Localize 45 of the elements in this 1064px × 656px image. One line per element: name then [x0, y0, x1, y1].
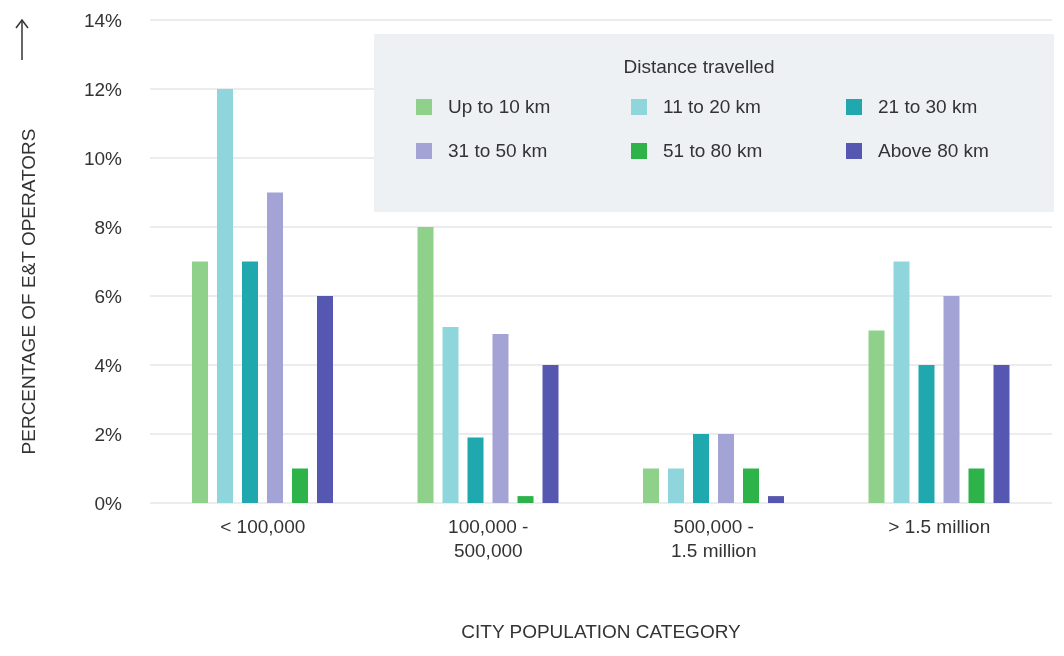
legend-title: Distance travelled [622, 56, 776, 78]
y-tick-label: 10% [83, 147, 123, 169]
legend-label: 11 to 20 km [663, 96, 761, 118]
bar [768, 496, 784, 503]
legend-label: Above 80 km [878, 140, 989, 162]
bar [918, 365, 935, 503]
x-tick-label: 100,000 - 500,000 [448, 516, 529, 561]
bar [693, 434, 709, 503]
y-tick-label: 0% [94, 492, 123, 514]
bar [718, 434, 734, 503]
legend-label: 21 to 30 km [878, 96, 978, 118]
bar [868, 330, 885, 503]
y-tick-label: 2% [94, 423, 123, 445]
bar [993, 365, 1010, 503]
x-tick-label: > 1.5 million [888, 516, 991, 537]
bar [417, 227, 434, 503]
y-tick-label: 6% [94, 285, 123, 307]
x-tick-label: 500,000 - 1.5 million [670, 516, 757, 561]
bar [292, 468, 308, 503]
x-axis-title: CITY POPULATION CATEGORY [461, 621, 742, 642]
bar [943, 296, 960, 503]
bar [743, 468, 759, 503]
y-tick-label: 8% [94, 216, 123, 238]
bar [968, 468, 985, 503]
bar [242, 261, 258, 503]
bar [442, 327, 459, 503]
legend-label: 51 to 80 km [663, 140, 763, 162]
bar [467, 437, 484, 503]
bar [517, 496, 534, 503]
y-tick-label: 4% [94, 354, 123, 376]
bar [492, 333, 509, 503]
legend-label: Up to 10 km [448, 96, 551, 118]
x-tick-label: < 100,000 [220, 516, 306, 537]
legend-label: 31 to 50 km [448, 140, 548, 162]
bar [668, 468, 684, 503]
bar [217, 89, 233, 503]
bar [542, 365, 559, 503]
y-tick-label: 14% [83, 9, 123, 31]
bar [643, 468, 659, 503]
bar [192, 261, 208, 503]
bar [893, 261, 910, 503]
bar [267, 192, 283, 503]
bar [317, 296, 333, 503]
y-axis-title: PERCENTAGE OF E&T OPERATORS [18, 128, 40, 455]
y-tick-label: 12% [83, 78, 123, 100]
